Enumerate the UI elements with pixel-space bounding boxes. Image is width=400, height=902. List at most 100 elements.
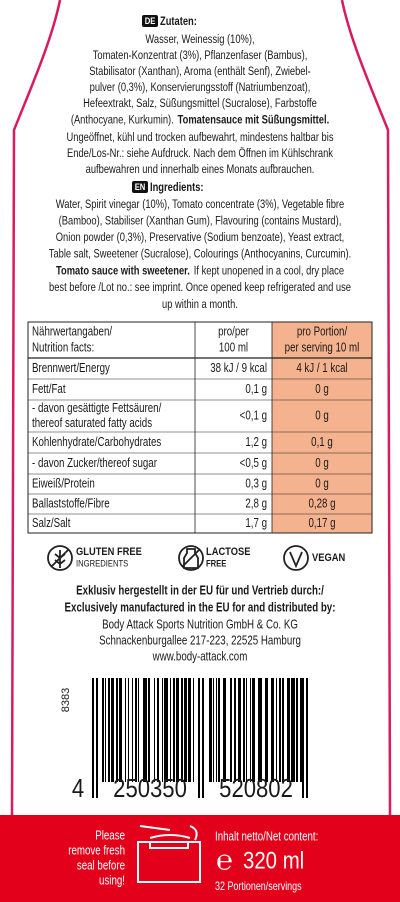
barcode-bar — [306, 678, 308, 798]
distributor-line: Schnackenburgallee 217-223, 22525 Hambur… — [99, 634, 301, 647]
barcode-bar — [173, 678, 175, 782]
ingredients-line: (Bamboo), Stabiliser (Xanthan Gum), Flav… — [59, 215, 342, 228]
ingredients-line: Wasser, Weinessig (10%), — [145, 33, 254, 46]
table-header: Nutrition facts: — [32, 341, 94, 354]
value-per-serving: 0 g — [315, 409, 329, 422]
storage-line: up within a month. — [162, 298, 238, 311]
barcode-bar — [102, 678, 104, 782]
barcode-bar — [279, 678, 281, 782]
barcode-bar — [170, 678, 171, 782]
ingredients-line: Water, Spirit vinegar (10%), Tomato conc… — [56, 198, 344, 211]
barcode-bar — [218, 678, 220, 782]
estimated-sign: ℮ — [216, 844, 233, 875]
barcode-bar — [116, 678, 118, 782]
net-content-label: Inhalt netto/Net content: — [215, 830, 318, 843]
ingredients-line: pulver (0,3%), Konservierungsstoff (Natr… — [90, 81, 311, 94]
ingredients-line: Stabilisator (Xanthan), Aroma (enthält S… — [89, 65, 311, 78]
table-header: pro Portion/ — [297, 325, 348, 338]
barcode-digits: 520802 — [219, 774, 293, 803]
nutrient-label: thereof saturated fatty acids — [32, 417, 152, 430]
distributor-line: www.body-attack.com — [152, 650, 248, 663]
value-per-100ml: 38 kJ / 9 kcal — [210, 362, 267, 375]
barcode-bar — [188, 678, 191, 782]
barcode-bar — [96, 678, 98, 798]
lactose-free-icon — [178, 545, 204, 571]
storage-line: Ungeöffnet, kühl und trocken aufbewahrt,… — [67, 131, 334, 144]
section-heading: Zutaten: — [160, 15, 197, 28]
storage-line: Ende/Los-Nr.: siehe Aufdruck. Nach dem Ö… — [67, 146, 333, 160]
net-content: 320 ml — [243, 847, 304, 874]
seal-note: seal before — [77, 859, 125, 872]
nutrient-label: Fett/Fat — [32, 383, 66, 396]
nutrient-label: Salz/Salt — [32, 517, 71, 530]
barcode-bar — [198, 678, 200, 798]
value-per-100ml: 1,7 g — [245, 517, 267, 530]
barcode-bar — [148, 678, 150, 782]
value-per-serving: 0 g — [315, 477, 329, 490]
language-badge — [132, 181, 148, 193]
section-heading: Ingredients: — [150, 181, 204, 194]
seal-note: remove fresh — [68, 844, 125, 857]
nutrient-label: Kohlenhydrate/Carbohydrates — [32, 436, 162, 449]
barcode-bar — [164, 678, 168, 782]
nutrient-label: - davon Zucker/thereof sugar — [32, 457, 157, 470]
gluten-free-icon — [47, 545, 73, 571]
seal-note: Please — [95, 829, 125, 842]
barcode-bar — [181, 678, 183, 782]
value-per-serving: 4 kJ / 1 kcal — [296, 362, 347, 375]
barcode-bar — [287, 678, 290, 782]
barcode-bar — [250, 678, 251, 782]
value-per-serving: 0 g — [315, 457, 329, 470]
table-header: Nährwertangaben/ — [32, 325, 113, 338]
ingredients-line: Tomaten-Konzentrat (3%), Pflanzenfaser (… — [93, 49, 308, 62]
ingredients-line: Hefeextrakt, Salz, Süßungsmittel (Sucral… — [83, 97, 317, 110]
barcode-bar — [234, 678, 236, 782]
barcode-bar — [125, 678, 126, 782]
ingredients-text: (Anthocyane, Kurkumin). — [71, 113, 174, 126]
barcode-bar — [258, 678, 262, 782]
seal-icon — [137, 825, 201, 883]
barcode-bar — [132, 678, 133, 782]
storage-text: If kept unopened in a cool, dry place — [194, 264, 344, 277]
badge-text: GLUTEN FREE — [76, 546, 142, 558]
value-per-100ml: 1,2 g — [245, 436, 267, 449]
barcode-bar — [162, 678, 163, 782]
storage-line: best before /Lot no.: see imprint. Once … — [49, 281, 351, 294]
distributor-heading: Exclusively manufactured in the EU for a… — [65, 601, 336, 614]
barcode-bar — [291, 678, 295, 782]
barcode-bar — [154, 678, 155, 782]
nutrient-label: Eiweiß/Protein — [32, 477, 95, 490]
barcode-bar — [296, 678, 298, 782]
barcode-bar — [223, 678, 226, 782]
serving-column-bg — [272, 322, 372, 533]
badge-text: INGREDIENTS — [76, 558, 129, 569]
barcode-bar — [184, 678, 187, 782]
value-per-100ml: 0,3 g — [245, 477, 267, 490]
badge-text: VEGAN — [312, 552, 345, 564]
value-per-100ml: 0,1 g — [245, 383, 267, 396]
barcode-side-code: 8383 — [60, 688, 72, 712]
value-per-serving: 0,17 g — [308, 517, 335, 530]
barcode-bar — [108, 678, 110, 782]
language-code: DE — [145, 15, 156, 26]
value-per-serving: 0 g — [315, 383, 329, 396]
barcode-bar — [243, 678, 245, 782]
barcode-bar — [216, 678, 217, 782]
barcode-bar — [111, 678, 114, 782]
barcode-digits: 4 — [72, 774, 84, 803]
barcode-bar — [246, 678, 247, 782]
barcode-bar — [230, 678, 232, 782]
product-name: Tomatensauce mit Süßungsmittel. — [178, 113, 330, 126]
table-header: per serving 10 ml — [285, 341, 360, 354]
barcode-bar — [138, 678, 139, 782]
badge-text: FREE — [206, 558, 227, 569]
barcode-bar — [157, 678, 159, 782]
barcode-bar — [128, 678, 129, 782]
ingredients-line: (Anthocyane, Kurkumin). Tomatensauce mit … — [71, 113, 329, 126]
bottle-outline — [10, 0, 62, 816]
ingredients-line: Table salt, Sweetener (Sucralose), Colou… — [49, 248, 351, 261]
badge-text: LACTOSE — [206, 546, 251, 558]
barcode-bar — [143, 678, 147, 782]
